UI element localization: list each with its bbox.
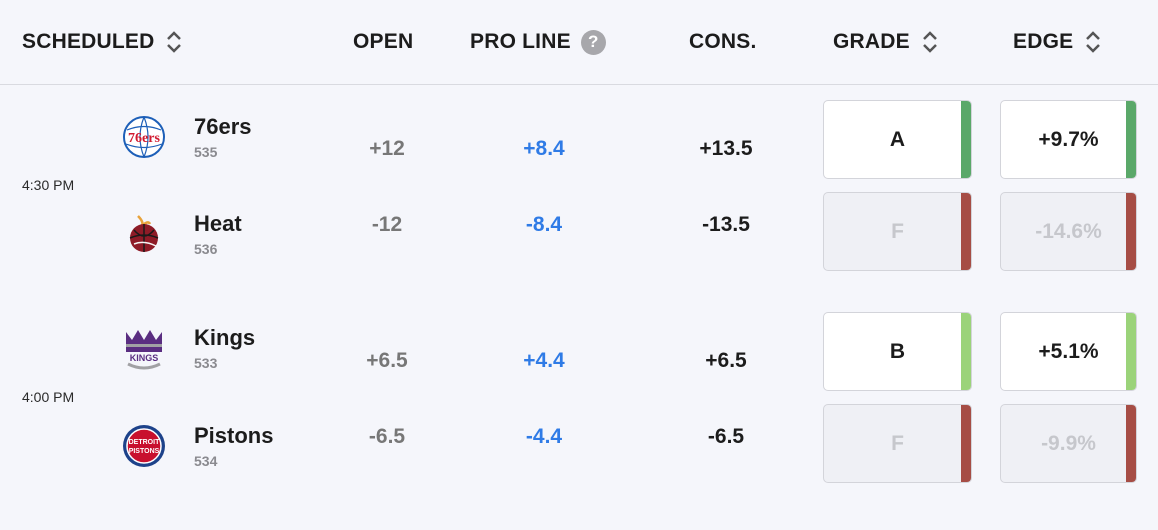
team-name: Kings bbox=[194, 325, 256, 350]
team-number: 534 bbox=[194, 453, 218, 469]
column-cons: CONS. bbox=[689, 28, 757, 56]
column-open: OPEN bbox=[353, 28, 413, 56]
edge-box[interactable]: -9.9% bbox=[1000, 404, 1137, 483]
team-number: 533 bbox=[194, 355, 218, 371]
game-time: 4:30 PM bbox=[22, 177, 75, 193]
svg-text:KINGS: KINGS bbox=[130, 353, 159, 363]
grade-box[interactable]: A bbox=[823, 100, 972, 179]
column-scheduled[interactable]: SCHEDULED bbox=[22, 28, 182, 56]
sort-icon[interactable] bbox=[166, 30, 182, 54]
edge-box[interactable]: +5.1% bbox=[1000, 312, 1137, 391]
team-name: Heat bbox=[194, 211, 242, 236]
team-number: 536 bbox=[194, 241, 218, 257]
grade-value: A bbox=[889, 127, 906, 151]
svg-text:PISTONS: PISTONS bbox=[129, 448, 160, 455]
column-open-label: OPEN bbox=[353, 30, 414, 53]
open-line: -6.5 bbox=[368, 425, 406, 448]
open-line: +12 bbox=[369, 137, 405, 160]
open-line: -12 bbox=[371, 213, 403, 236]
sort-icon[interactable] bbox=[1085, 30, 1101, 54]
pro-line: -4.4 bbox=[525, 425, 563, 448]
edge-value: +9.7% bbox=[1038, 127, 1099, 151]
column-grade-label: GRADE bbox=[833, 30, 910, 53]
column-grade[interactable]: GRADE bbox=[833, 28, 938, 56]
consensus-line: +13.5 bbox=[699, 137, 753, 160]
grade-box[interactable]: F bbox=[823, 404, 972, 483]
svg-text:DETROIT: DETROIT bbox=[129, 439, 160, 446]
edge-box[interactable]: +9.7% bbox=[1000, 100, 1137, 179]
grade-box[interactable]: B bbox=[823, 312, 972, 391]
grade-box[interactable]: F bbox=[823, 192, 972, 271]
column-pro-line-label: PRO LINE bbox=[470, 30, 571, 53]
grade-indicator bbox=[961, 405, 971, 482]
consensus-line: -6.5 bbox=[707, 425, 745, 448]
grade-value: B bbox=[889, 339, 906, 363]
pro-line: +4.4 bbox=[523, 349, 565, 372]
open-line: +6.5 bbox=[366, 349, 408, 372]
pro-line: +8.4 bbox=[523, 137, 565, 160]
column-edge-label: EDGE bbox=[1013, 30, 1074, 53]
edge-value: +5.1% bbox=[1038, 339, 1099, 363]
pistons-logo-icon: DETROIT PISTONS bbox=[123, 425, 165, 467]
game-time: 4:00 PM bbox=[22, 389, 75, 405]
grade-indicator bbox=[961, 101, 971, 178]
edge-indicator bbox=[1126, 313, 1136, 390]
table-header: SCHEDULED OPEN PRO LINE ? CONS. GRADE ED… bbox=[0, 0, 1158, 85]
pro-line: -8.4 bbox=[525, 213, 563, 236]
column-scheduled-label: SCHEDULED bbox=[22, 30, 155, 53]
grade-indicator bbox=[961, 193, 971, 270]
team-number: 535 bbox=[194, 144, 218, 160]
help-icon[interactable]: ? bbox=[580, 29, 606, 55]
76ers-logo-icon: 76ers bbox=[123, 116, 165, 158]
grade-value: F bbox=[891, 431, 904, 455]
column-cons-label: CONS. bbox=[689, 30, 757, 53]
svg-text:76ers: 76ers bbox=[128, 131, 160, 146]
edge-box[interactable]: -14.6% bbox=[1000, 192, 1137, 271]
consensus-line: -13.5 bbox=[702, 213, 750, 236]
column-pro-line: PRO LINE ? bbox=[470, 28, 606, 56]
heat-logo-icon bbox=[129, 215, 159, 252]
edge-value: -14.6% bbox=[1035, 219, 1102, 243]
column-edge[interactable]: EDGE bbox=[1013, 28, 1101, 56]
edge-indicator bbox=[1126, 405, 1136, 482]
grade-indicator bbox=[961, 313, 971, 390]
team-name: 76ers bbox=[194, 114, 252, 139]
grade-value: F bbox=[891, 219, 904, 243]
consensus-line: +6.5 bbox=[705, 349, 747, 372]
kings-logo-icon: KINGS bbox=[126, 330, 162, 370]
edge-indicator bbox=[1126, 101, 1136, 178]
edge-indicator bbox=[1126, 193, 1136, 270]
sort-icon[interactable] bbox=[922, 30, 938, 54]
edge-value: -9.9% bbox=[1041, 431, 1096, 455]
team-name: Pistons bbox=[194, 423, 274, 448]
